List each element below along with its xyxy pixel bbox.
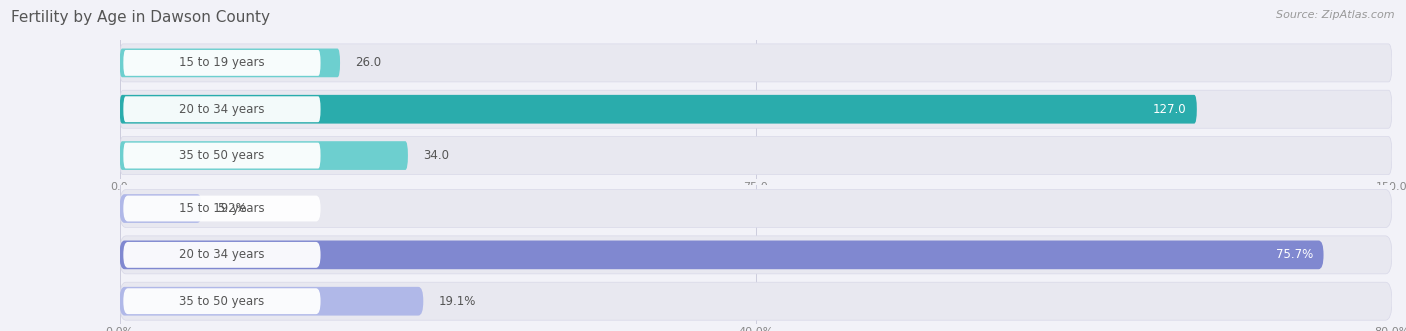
FancyBboxPatch shape (120, 137, 1392, 174)
FancyBboxPatch shape (120, 194, 202, 223)
FancyBboxPatch shape (120, 141, 408, 170)
FancyBboxPatch shape (124, 143, 321, 168)
FancyBboxPatch shape (120, 90, 1392, 128)
FancyBboxPatch shape (124, 288, 321, 314)
Text: 127.0: 127.0 (1153, 103, 1187, 116)
Text: Source: ZipAtlas.com: Source: ZipAtlas.com (1277, 10, 1395, 20)
Text: 75.7%: 75.7% (1277, 248, 1313, 261)
Text: 15 to 19 years: 15 to 19 years (179, 56, 264, 70)
Text: Fertility by Age in Dawson County: Fertility by Age in Dawson County (11, 10, 270, 25)
FancyBboxPatch shape (120, 241, 1323, 269)
FancyBboxPatch shape (124, 196, 321, 221)
FancyBboxPatch shape (120, 95, 1197, 123)
FancyBboxPatch shape (124, 242, 321, 268)
FancyBboxPatch shape (124, 50, 321, 76)
Text: 20 to 34 years: 20 to 34 years (179, 248, 264, 261)
FancyBboxPatch shape (120, 190, 1392, 227)
Text: 26.0: 26.0 (356, 56, 381, 70)
FancyBboxPatch shape (120, 44, 1392, 82)
Text: 35 to 50 years: 35 to 50 years (180, 149, 264, 162)
FancyBboxPatch shape (120, 282, 1392, 320)
FancyBboxPatch shape (120, 287, 423, 315)
Text: 5.2%: 5.2% (218, 202, 247, 215)
Text: 35 to 50 years: 35 to 50 years (180, 295, 264, 308)
Text: 19.1%: 19.1% (439, 295, 477, 308)
FancyBboxPatch shape (120, 49, 340, 77)
Text: 15 to 19 years: 15 to 19 years (179, 202, 264, 215)
Text: 20 to 34 years: 20 to 34 years (179, 103, 264, 116)
Text: 34.0: 34.0 (423, 149, 449, 162)
FancyBboxPatch shape (124, 96, 321, 122)
FancyBboxPatch shape (120, 236, 1392, 274)
